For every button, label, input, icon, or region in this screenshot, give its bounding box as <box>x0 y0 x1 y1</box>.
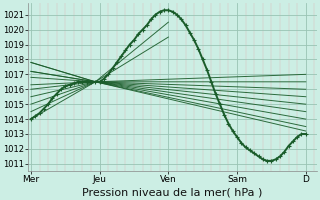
X-axis label: Pression niveau de la mer( hPa ): Pression niveau de la mer( hPa ) <box>83 187 263 197</box>
